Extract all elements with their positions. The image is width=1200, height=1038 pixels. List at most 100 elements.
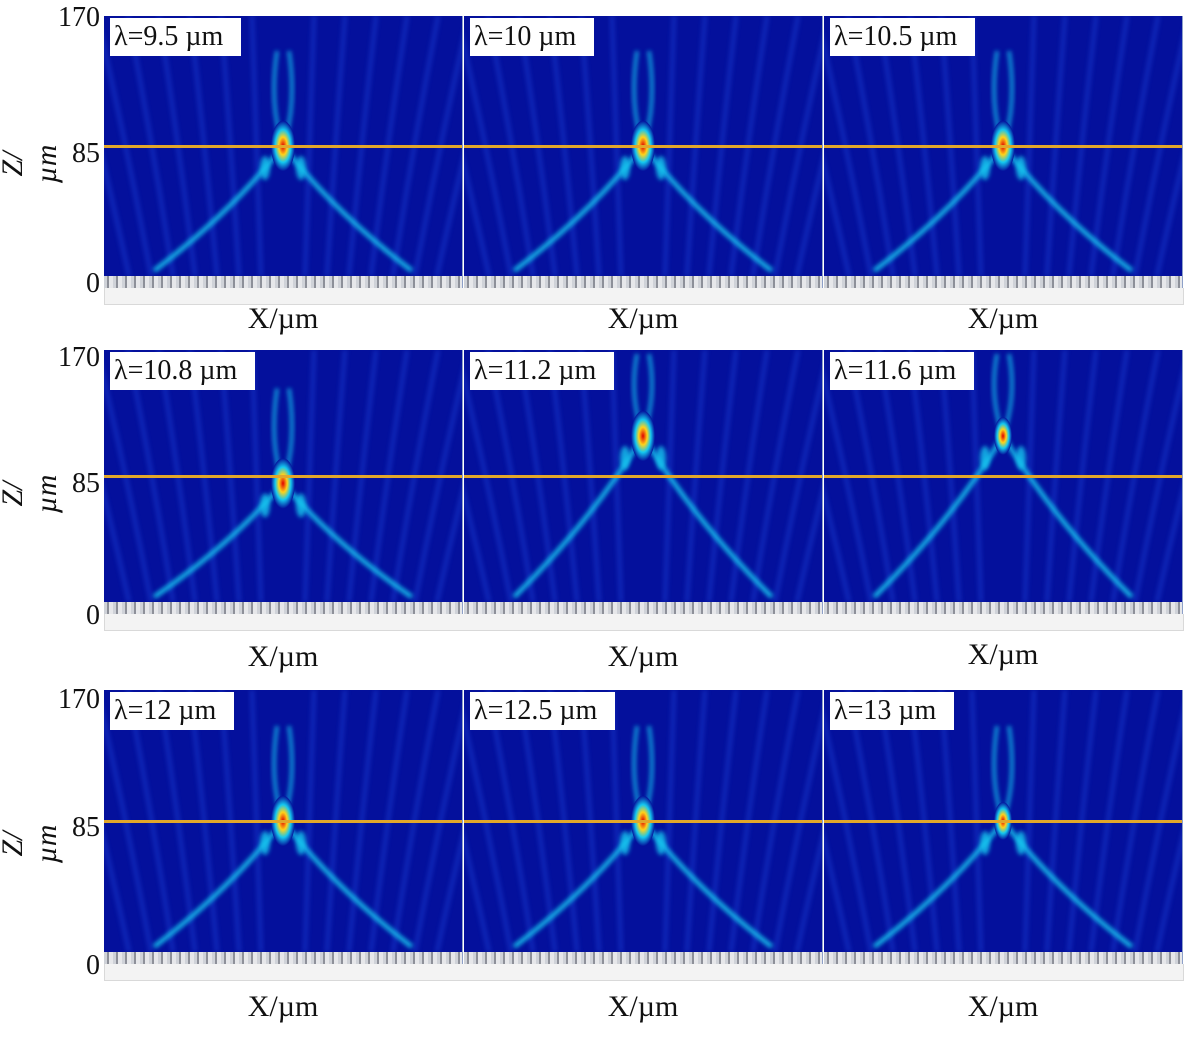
beam-arm <box>641 144 774 273</box>
focal-hotspot <box>994 417 1012 455</box>
figure-row-3: 170 85 0 Z/µm λ=12 µm λ=12.5 µm λ=13 µm … <box>0 680 1200 1038</box>
focal-side-lobe <box>1016 445 1026 470</box>
beam-arm <box>152 819 285 949</box>
field-panel: λ=12 µm <box>104 690 463 964</box>
focal-line <box>104 475 462 478</box>
interference-fringe <box>104 484 132 603</box>
field-intensity-map <box>104 16 462 277</box>
z-axis-label: Z/µm <box>0 474 63 514</box>
figure-row-2: 170 85 0 Z/µm λ=10.8 µm λ=11.2 µm λ=11.6… <box>0 340 1200 680</box>
field-intensity-map <box>824 16 1182 277</box>
focal-side-lobe <box>980 445 990 470</box>
field-panel: λ=11.6 µm <box>824 350 1183 614</box>
beam-arm <box>1001 144 1134 273</box>
interference-fringe <box>794 155 822 277</box>
wavelength-label: λ=12.5 µm <box>470 692 616 730</box>
substrate-strip <box>824 276 1182 288</box>
interference-fringe <box>824 155 852 277</box>
beam-arm <box>1000 434 1134 599</box>
field-panel: λ=13 µm <box>824 690 1183 964</box>
focal-side-lobe <box>296 493 306 518</box>
z-tick-170: 170 <box>58 2 100 33</box>
x-axis-label: X/µm <box>607 302 679 335</box>
focal-line <box>824 145 1182 148</box>
focal-line <box>104 145 462 148</box>
interference-fringe <box>1154 830 1182 953</box>
z-axis-label: Z/µm <box>0 824 63 864</box>
focal-side-lobe <box>620 831 630 855</box>
x-axis-label: X/µm <box>247 990 319 1023</box>
beam-arm <box>152 481 285 600</box>
substrate-strip <box>104 602 462 614</box>
field-panel: λ=10.5 µm <box>824 16 1183 288</box>
field-intensity-map <box>464 690 822 953</box>
panel-base-strip <box>104 614 1184 631</box>
focal-side-lobe <box>656 831 666 855</box>
z-axis-label: Z/µm <box>0 144 63 184</box>
wavelength-label: λ=9.5 µm <box>110 18 242 56</box>
substrate-strip <box>824 952 1182 964</box>
z-tick-0: 0 <box>86 268 100 299</box>
interference-fringe <box>434 155 462 277</box>
z-tick-170: 170 <box>58 684 100 715</box>
wavelength-label: λ=13 µm <box>830 692 955 730</box>
field-panel: λ=11.2 µm <box>464 350 823 614</box>
field-intensity-map <box>464 16 822 277</box>
focal-side-lobe <box>656 445 666 470</box>
wavelength-label: λ=10 µm <box>470 18 595 56</box>
z-tick-85: 85 <box>72 468 100 499</box>
interference-fringe <box>104 830 132 953</box>
substrate-strip <box>824 602 1182 614</box>
focal-side-lobe <box>260 156 270 180</box>
x-axis-label: X/µm <box>607 640 679 673</box>
substrate-strip <box>464 276 822 288</box>
interference-fringe <box>1154 484 1182 603</box>
beam-arm <box>512 819 645 949</box>
interference-fringe <box>1154 155 1182 277</box>
substrate-strip <box>464 602 822 614</box>
beam-arm <box>872 434 1006 599</box>
wavelength-label: λ=11.6 µm <box>830 352 975 390</box>
x-axis-label: X/µm <box>967 638 1039 671</box>
beam-arm <box>512 144 645 273</box>
beam-arm <box>281 144 414 273</box>
wavelength-label: λ=12 µm <box>110 692 235 730</box>
interference-fringe <box>434 484 462 603</box>
focal-line <box>464 820 822 823</box>
wavelength-label: λ=10.5 µm <box>830 18 976 56</box>
interference-fringe <box>794 830 822 953</box>
field-panel: λ=10.8 µm <box>104 350 463 614</box>
field-intensity-map <box>104 690 462 953</box>
interference-fringe <box>824 484 852 603</box>
z-tick-85: 85 <box>72 138 100 169</box>
interference-fringe <box>794 484 822 603</box>
focal-side-lobe <box>260 493 270 518</box>
x-axis-label: X/µm <box>607 990 679 1023</box>
focal-line <box>824 820 1182 823</box>
beam-arm <box>641 819 774 949</box>
substrate-strip <box>464 952 822 964</box>
focal-side-lobe <box>1016 831 1026 855</box>
beam-arm <box>640 434 774 599</box>
x-axis-label: X/µm <box>247 302 319 335</box>
focal-line <box>464 145 822 148</box>
interference-fringe <box>464 484 492 603</box>
panel-base-strip <box>104 964 1184 981</box>
focal-hotspot <box>631 410 655 462</box>
field-panel: λ=10 µm <box>464 16 823 288</box>
wavelength-label: λ=11.2 µm <box>470 352 615 390</box>
figure-row-1: 170 85 0 Z/µm λ=9.5 µm λ=10 µm λ=10.5 µm… <box>0 0 1200 340</box>
beam-arm <box>872 819 1005 949</box>
z-tick-0: 0 <box>86 600 100 631</box>
focal-side-lobe <box>1016 156 1026 180</box>
focal-side-lobe <box>656 156 666 180</box>
panel-base-strip <box>104 288 1184 305</box>
z-tick-170: 170 <box>58 342 100 373</box>
field-intensity-map <box>824 690 1182 953</box>
focal-side-lobe <box>980 156 990 180</box>
focal-side-lobe <box>296 156 306 180</box>
beam-arm <box>1001 819 1134 949</box>
interference-fringe <box>104 155 132 277</box>
substrate-strip <box>104 276 462 288</box>
beam-arm <box>281 819 414 949</box>
